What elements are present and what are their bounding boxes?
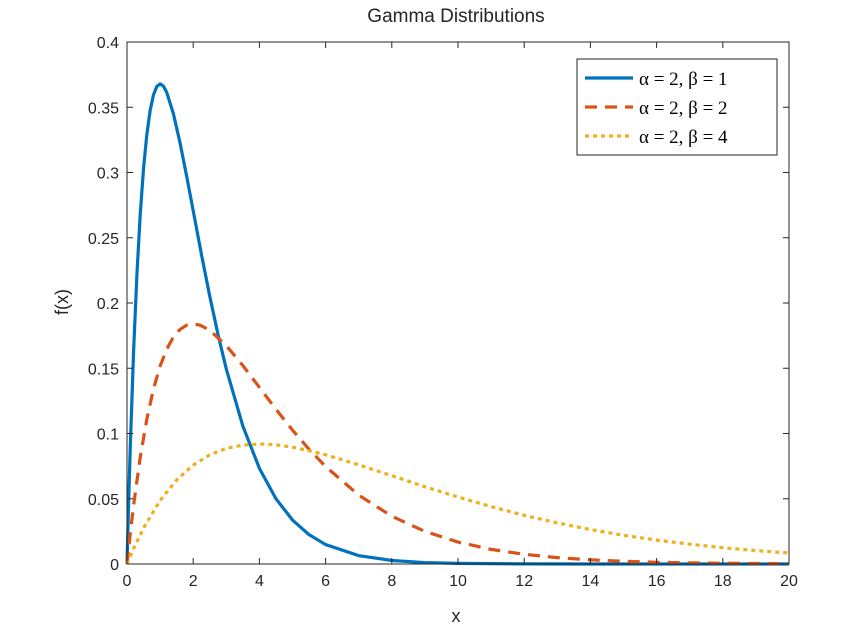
x-tick-label: 14 bbox=[582, 573, 600, 590]
x-tick-label: 6 bbox=[321, 573, 330, 590]
y-tick-label: 0.2 bbox=[97, 296, 119, 313]
series-line-3 bbox=[125, 442, 790, 565]
axes-layer: 0 2 4 6 8 10 12 14 16 18 20 0 0.05 0.1 0.15 0.2 0.25 0.3 0… bbox=[88, 35, 798, 590]
y-tick-label: 0.05 bbox=[88, 492, 119, 509]
series-layer bbox=[125, 82, 790, 566]
x-tick-label: 8 bbox=[387, 573, 396, 590]
y-tick-label: 0.3 bbox=[97, 166, 119, 183]
x-tick-label: 18 bbox=[714, 573, 732, 590]
x-tick-label: 2 bbox=[189, 573, 198, 590]
y-axis-label: f(x) bbox=[52, 289, 72, 315]
x-tick-label: 12 bbox=[515, 573, 533, 590]
series-line-1 bbox=[125, 82, 789, 566]
legend: α = 2, β = 1 α = 2, β = 2 α = 2, β = 4 bbox=[576, 58, 778, 156]
legend-label-3: α = 2, β = 4 bbox=[639, 127, 728, 148]
y-tick-label: 0.15 bbox=[88, 361, 119, 378]
x-tick-label: 16 bbox=[648, 573, 666, 590]
x-tick-label: 4 bbox=[255, 573, 264, 590]
x-tick-label: 0 bbox=[123, 573, 132, 590]
legend-label-1: α = 2, β = 1 bbox=[639, 69, 728, 90]
x-tick-label: 20 bbox=[780, 573, 798, 590]
chart-title: Gamma Distributions bbox=[367, 6, 544, 27]
x-axis-label: x bbox=[452, 606, 461, 626]
legend-label-2: α = 2, β = 2 bbox=[639, 98, 728, 119]
y-tick-label: 0.1 bbox=[97, 427, 119, 444]
y-tick-label: 0.4 bbox=[97, 35, 119, 52]
y-tick-label: 0.35 bbox=[88, 100, 119, 117]
x-tick-label: 10 bbox=[449, 573, 467, 590]
y-tick-label: 0 bbox=[110, 557, 119, 574]
y-tick-label: 0.25 bbox=[88, 231, 119, 248]
